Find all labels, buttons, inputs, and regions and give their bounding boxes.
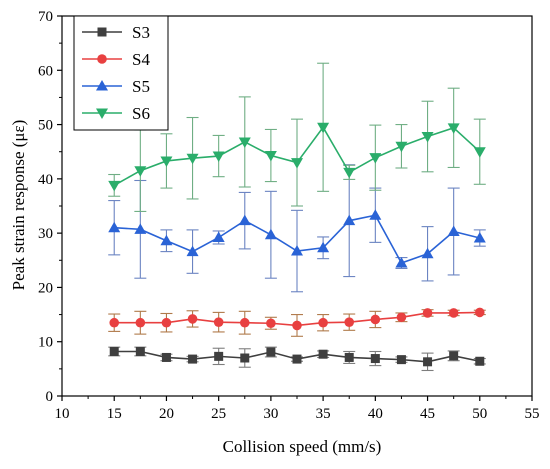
x-tick-label: 50: [472, 406, 487, 422]
y-tick-label: 70: [38, 9, 53, 25]
s4-data-point: [239, 317, 250, 328]
s3-data-point: [475, 356, 485, 366]
s5-data-point: [186, 245, 199, 257]
legend-marker-s4: [97, 54, 107, 64]
series-markers-layer: [108, 122, 486, 367]
x-tick-label: 35: [316, 406, 331, 422]
s4-data-point: [448, 308, 459, 318]
legend-entry-s4: S4: [82, 50, 150, 69]
legend-marker-s5: [96, 80, 108, 91]
y-tick-label: 50: [38, 118, 53, 134]
s6-data-point: [134, 166, 147, 177]
y-tick-label: 40: [38, 172, 53, 188]
x-tick-label: 30: [263, 406, 278, 422]
s6-data-point: [160, 156, 173, 167]
y-tick-label: 60: [38, 63, 53, 79]
s6-data-point: [212, 151, 225, 163]
legend-entry-s6: S6: [82, 104, 150, 123]
x-tick-label: 15: [107, 406, 122, 422]
s4-data-point: [109, 317, 120, 328]
s3-data-point: [423, 357, 433, 367]
s5-data-point: [264, 228, 277, 240]
s3-data-point: [214, 351, 224, 361]
s6-data-point: [108, 180, 121, 192]
s5-data-point: [212, 231, 225, 242]
legend-box: [73, 15, 169, 131]
s5-data-point: [447, 225, 460, 237]
s4-data-point: [370, 314, 381, 325]
s5-data-point: [369, 209, 382, 220]
y-tick-label: 30: [38, 226, 53, 242]
s6-data-point: [343, 167, 356, 179]
y-tick-label: 10: [38, 335, 53, 351]
s3-data-point: [188, 354, 198, 364]
s6-data-point: [395, 141, 408, 153]
legend-label-s5: S5: [132, 77, 150, 96]
s4-data-point: [266, 318, 276, 329]
s3-data-point: [266, 347, 276, 357]
legend-entry-s3: S3: [82, 23, 150, 42]
x-tick-label: 10: [55, 406, 70, 422]
s6-data-point: [447, 123, 460, 134]
legend-label-s4: S4: [132, 50, 150, 69]
s5-data-point: [473, 232, 486, 243]
s3-data-point: [318, 349, 328, 359]
s4-data-point: [474, 307, 485, 318]
x-tick-label: 55: [525, 406, 540, 422]
s3-data-point: [240, 353, 250, 363]
s6-data-point: [421, 132, 434, 143]
s4-data-point: [213, 317, 224, 327]
s3-data-point: [370, 354, 380, 364]
s4-data-point: [187, 314, 198, 324]
s3-data-point: [449, 351, 459, 361]
s5-data-point: [160, 234, 173, 246]
s4-data-point: [422, 308, 433, 318]
s6-data-point: [369, 153, 382, 164]
s6-data-point: [473, 147, 486, 158]
s5-data-point: [291, 245, 303, 256]
s3-data-point: [292, 354, 302, 364]
y-tick-label: 20: [38, 280, 53, 296]
s5-data-point: [343, 214, 356, 226]
s3-data-point: [396, 355, 406, 365]
x-tick-label: 25: [211, 406, 226, 422]
s6-data-point: [186, 153, 199, 165]
y-tick-label: 0: [46, 389, 54, 405]
s3-data-point: [161, 352, 171, 362]
legend-entry-s5: S5: [82, 77, 150, 96]
x-axis-title: Collision speed (mm/s): [223, 437, 382, 456]
s4-data-point: [161, 317, 172, 328]
legend-marker-s3: [97, 27, 107, 37]
s5-data-point: [238, 214, 251, 226]
s5-data-point: [395, 257, 408, 268]
x-tick-label: 40: [368, 406, 383, 422]
s4-data-point: [135, 317, 146, 328]
s5-data-point: [134, 223, 147, 234]
s3-data-point: [135, 346, 145, 356]
s3-data-point: [344, 352, 354, 362]
s6-data-point: [264, 151, 277, 162]
s4-data-point: [292, 320, 302, 331]
legend-label-s6: S6: [132, 104, 150, 123]
x-tick-label: 20: [159, 406, 174, 422]
legend-marker-s6: [96, 108, 108, 119]
s5-data-point: [421, 247, 434, 259]
s6-data-point: [317, 122, 330, 134]
s5-data-point: [108, 221, 121, 233]
s4-data-point: [318, 317, 328, 328]
s5-data-point: [317, 241, 330, 253]
y-axis-title: Peak strain response (με): [9, 120, 28, 291]
s4-data-point: [396, 312, 407, 323]
x-tick-label: 45: [420, 406, 435, 422]
legend: S3 S4 S5 S6: [73, 15, 169, 131]
s6-data-point: [291, 158, 303, 169]
s3-data-point: [109, 346, 119, 356]
s4-data-point: [344, 317, 355, 327]
s6-data-point: [238, 137, 251, 148]
legend-label-s3: S3: [132, 23, 150, 42]
